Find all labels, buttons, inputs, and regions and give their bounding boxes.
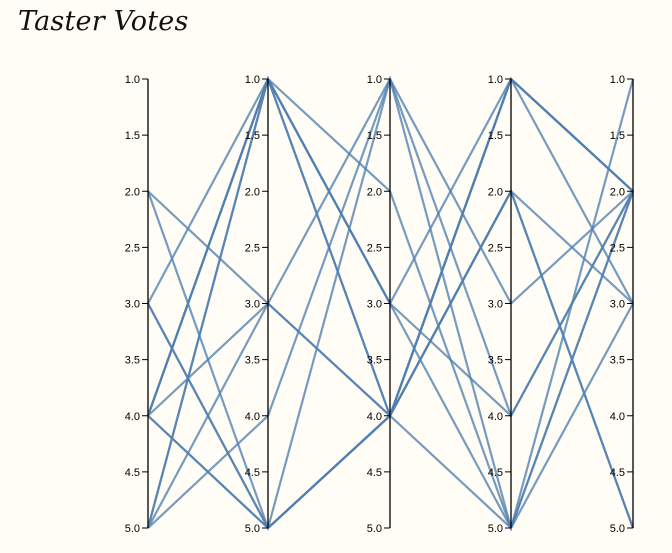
tick-label: 2.5 <box>245 242 260 254</box>
tick-label: 2.5 <box>125 242 140 254</box>
tick-label: 1.0 <box>245 74 260 86</box>
tick-label: 2.5 <box>610 242 625 254</box>
tick-label: 2.0 <box>610 186 625 198</box>
tick-label: 2.5 <box>367 242 382 254</box>
tick-label: 1.0 <box>488 74 503 86</box>
tick-label: 1.0 <box>125 74 140 86</box>
tick-label: 1.0 <box>610 74 625 86</box>
tick-label: 1.5 <box>488 130 503 142</box>
tick-label: 2.0 <box>125 186 140 198</box>
tick-label: 5.0 <box>610 523 625 535</box>
tick-label: 4.0 <box>245 411 260 423</box>
tick-label: 3.0 <box>610 299 625 311</box>
tick-label: 3.5 <box>245 355 260 367</box>
tick-label: 2.0 <box>367 186 382 198</box>
tick-label: 1.5 <box>610 130 625 142</box>
tick-label: 4.5 <box>245 467 260 479</box>
tick-label: 4.5 <box>610 467 625 479</box>
tick-label: 3.5 <box>610 355 625 367</box>
tick-label: 4.0 <box>488 411 503 423</box>
tick-label: 5.0 <box>125 523 140 535</box>
tick-label: 4.5 <box>367 467 382 479</box>
tick-label: 5.0 <box>367 523 382 535</box>
chart-title: Taster Votes <box>18 6 189 37</box>
tick-label: 3.5 <box>367 355 382 367</box>
axis-3: 1.0 1.5 2.0 2.5 3.0 3.5 4.0 4.5 5.0 <box>367 74 391 535</box>
tick-label: 3.0 <box>245 299 260 311</box>
tick-label: 3.0 <box>125 299 140 311</box>
axis-5: 1.0 1.5 2.0 2.5 3.0 3.5 4.0 4.5 5.0 <box>610 74 634 535</box>
tick-label: 2.0 <box>245 186 260 198</box>
tick-label: 4.0 <box>610 411 625 423</box>
tick-label: 5.0 <box>245 523 260 535</box>
tick-label: 4.5 <box>125 467 140 479</box>
axis-4: 1.0 1.5 2.0 2.5 3.0 3.5 4.0 4.5 5.0 <box>488 74 512 535</box>
tick-label: 3.0 <box>488 299 503 311</box>
axis-2: 1.0 1.5 2.0 2.5 3.0 3.5 4.0 4.5 5.0 <box>245 74 269 535</box>
tick-label: 3.5 <box>488 355 503 367</box>
tick-label: 4.5 <box>488 467 503 479</box>
tick-label: 3.0 <box>367 299 382 311</box>
tick-label: 3.5 <box>125 355 140 367</box>
tick-label: 2.0 <box>488 186 503 198</box>
tick-label: 1.5 <box>245 130 260 142</box>
tick-label: 4.0 <box>367 411 382 423</box>
tick-label: 4.0 <box>125 411 140 423</box>
axis-1: 1.0 1.5 2.0 2.5 3.0 3.5 4.0 4.5 5.0 <box>125 74 149 535</box>
tick-label: 1.0 <box>367 74 382 86</box>
tick-label: 1.5 <box>125 130 140 142</box>
tick-label: 5.0 <box>488 523 503 535</box>
tick-label: 1.5 <box>367 130 382 142</box>
tick-label: 2.5 <box>488 242 503 254</box>
